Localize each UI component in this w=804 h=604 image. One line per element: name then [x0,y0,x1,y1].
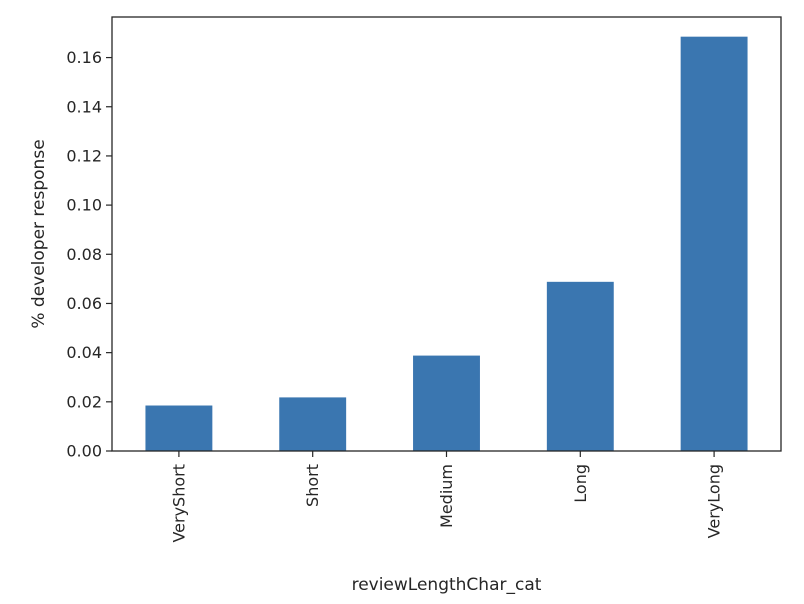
y-tick-label: 0.10 [66,196,102,215]
bar-verylong [680,36,748,451]
y-tick-label: 0.14 [66,97,102,116]
y-tick-label: 0.12 [66,146,102,165]
x-tick-label-short: Short [303,464,322,507]
bar-long [546,281,614,451]
x-tick-label-long: Long [571,464,590,503]
y-tick-label: 0.06 [66,294,102,313]
y-axis-ticks: 0.00 0.02 0.04 0.06 0.08 0.10 0.12 0.14 0.16 [66,48,112,461]
bar-short [279,397,347,451]
x-axis-ticks: VeryShort Short Medium Long VeryLong [169,451,724,543]
y-tick-label: 0.04 [66,343,102,362]
x-tick-label-medium: Medium [437,464,456,528]
x-axis-label: reviewLengthChar_cat [352,575,542,595]
y-axis-label: % developer response [29,139,49,328]
bar-veryshort [145,405,213,451]
bar-medium [413,355,480,451]
bars-group [145,36,748,451]
x-tick-label-verylong: VeryLong [705,464,724,538]
y-tick-label: 0.16 [66,48,102,67]
y-tick-label: 0.02 [66,392,102,411]
x-tick-label-veryshort: VeryShort [169,464,188,543]
y-tick-label: 0.00 [66,442,102,461]
plot-frame [111,16,782,452]
y-tick-label: 0.08 [66,245,102,264]
